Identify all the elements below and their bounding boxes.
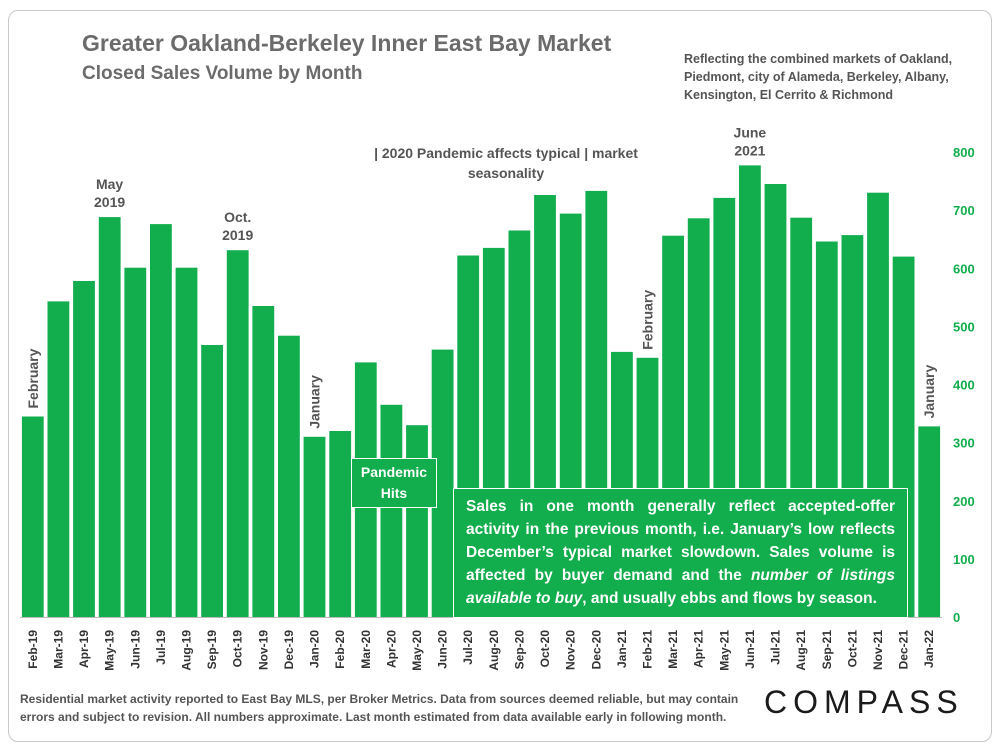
x-tick-Sep-20: Sep-20 [512, 630, 526, 670]
x-tick-Apr-20: Apr-20 [384, 630, 398, 668]
y-tick-200: 200 [953, 494, 975, 509]
callout-note: Sales in one month generally reflect acc… [453, 488, 908, 618]
x-tick-Mar-20: Mar-20 [359, 630, 373, 669]
x-tick-Mar-19: Mar-19 [51, 630, 65, 669]
bar-Apr-19 [73, 281, 95, 617]
x-tick-Oct-19: Oct-19 [231, 630, 245, 668]
y-tick-0: 0 [953, 610, 960, 625]
annotation-oct-2019-line1: Oct. [224, 209, 251, 225]
compass-logo: COMPASS [764, 684, 964, 720]
annotation-may-2019-line1: May [96, 176, 123, 192]
y-tick-300: 300 [953, 436, 975, 451]
bar-Aug-19 [175, 267, 198, 617]
x-tick-Jun-21: Jun-21 [743, 630, 757, 669]
bar-Dec-19 [278, 335, 300, 617]
bar-Feb-20 [329, 431, 352, 617]
annotation-june-2021-line2: 2021 [734, 142, 765, 158]
bar-May-19 [98, 217, 121, 617]
x-tick-Nov-19: Nov-19 [256, 630, 270, 670]
x-tick-Jan-22: Jan-22 [922, 630, 936, 668]
x-tick-Sep-19: Sep-19 [205, 630, 219, 670]
bar-Mar-19 [47, 301, 70, 617]
y-tick-100: 100 [953, 552, 975, 567]
bar-Feb-19 [21, 416, 44, 617]
bar-Jun-19 [124, 267, 147, 617]
x-tick-Jan-21: Jan-21 [615, 630, 629, 668]
x-tick-Dec-21: Dec-21 [897, 630, 911, 670]
x-tick-Dec-20: Dec-20 [589, 630, 603, 670]
chart-subtitle: Closed Sales Volume by Month [82, 63, 363, 84]
footer-disclaimer: Residential market activity reported to … [20, 692, 739, 724]
bar-Jan-22 [918, 426, 941, 618]
bar-Oct-19 [226, 250, 249, 617]
y-tick-400: 400 [953, 378, 975, 393]
x-tick-Nov-20: Nov-20 [564, 630, 578, 670]
x-tick-Oct-21: Oct-21 [845, 630, 859, 668]
x-tick-May-20: May-20 [410, 630, 424, 671]
x-tick-Jul-20: Jul-20 [461, 630, 475, 665]
annotation-february-2019: February [25, 348, 41, 408]
bar-Jun-20 [431, 349, 454, 617]
x-tick-Oct-20: Oct-20 [538, 630, 552, 668]
annotation-june-2021-line1: June [734, 124, 767, 140]
y-tick-500: 500 [953, 319, 975, 334]
x-tick-Aug-21: Aug-21 [794, 630, 808, 671]
x-tick-Apr-19: Apr-19 [77, 630, 91, 668]
x-tick-Aug-19: Aug-19 [180, 630, 194, 671]
x-tick-Sep-21: Sep-21 [820, 630, 834, 670]
x-tick-Jun-19: Jun-19 [128, 630, 142, 669]
bar-Apr-20 [380, 404, 403, 617]
annotation-january-2020: January [307, 375, 323, 429]
x-tick-May-21: May-21 [717, 630, 731, 671]
x-tick-Feb-20: Feb-20 [333, 630, 347, 669]
bar-Nov-19 [252, 306, 275, 617]
callout-text-1: Sales in one month generally reflect acc… [466, 498, 895, 584]
x-tick-Dec-19: Dec-19 [282, 630, 296, 670]
chart-title: Greater Oakland-Berkeley Inner East Bay … [82, 30, 612, 56]
y-tick-700: 700 [953, 203, 975, 218]
bar-Sep-19 [201, 345, 223, 617]
x-tick-Mar-21: Mar-21 [666, 630, 680, 669]
y-tick-800: 800 [953, 145, 975, 160]
y-tick-600: 600 [953, 261, 975, 276]
callout-text-italic: number of listings available to buy [466, 567, 895, 607]
annotation-january-2022: January [921, 364, 937, 418]
x-tick-Jan-20: Jan-20 [308, 630, 322, 668]
pandemic-season-banner: | 2020 Pandemic affects typical | market… [372, 140, 640, 186]
bar-Jul-19 [150, 224, 172, 617]
annotation-oct-2019-line2: 2019 [222, 227, 253, 243]
x-tick-Jun-20: Jun-20 [436, 630, 450, 669]
bar-May-20 [406, 425, 428, 617]
x-tick-Apr-21: Apr-21 [692, 630, 706, 668]
x-tick-Feb-21: Feb-21 [641, 630, 655, 669]
annotation-february-2021: February [640, 290, 656, 350]
x-tick-Jul-21: Jul-21 [769, 630, 783, 665]
annotation-may-2019-line2: 2019 [94, 194, 125, 210]
x-tick-Aug-20: Aug-20 [487, 630, 501, 671]
x-tick-Feb-19: Feb-19 [26, 630, 40, 669]
x-tick-May-19: May-19 [103, 630, 117, 671]
bar-Jan-20 [303, 436, 326, 617]
pandemic-hits-label: Pandemic Hits [351, 458, 437, 508]
callout-text-2: , and usually ebbs and flows by season. [582, 590, 877, 607]
x-tick-Nov-21: Nov-21 [871, 630, 885, 670]
coverage-note: Reflecting the combined markets of Oakla… [684, 52, 953, 102]
x-tick-Jul-19: Jul-19 [154, 630, 168, 665]
